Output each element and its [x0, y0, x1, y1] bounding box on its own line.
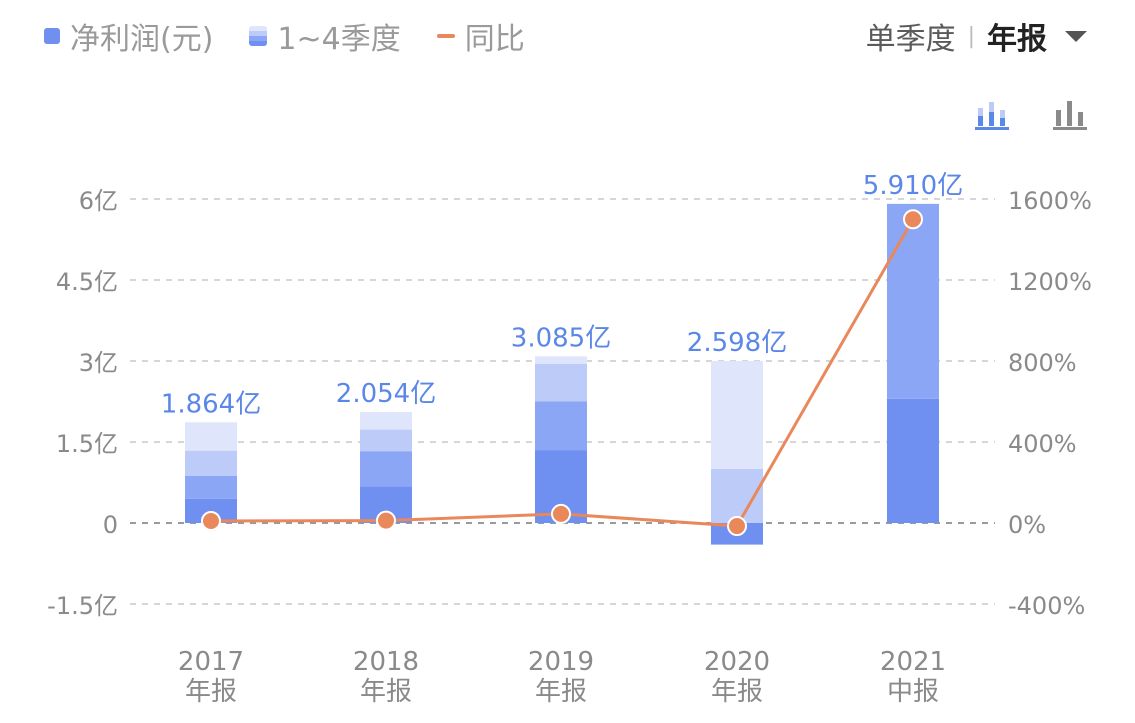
yoy-point [727, 516, 747, 537]
bar-segment-q2 [887, 203, 939, 399]
bar-segment-q4 [711, 361, 763, 469]
left-axis-tick-label: 1.5亿 [56, 430, 118, 458]
right-axis-tick-label: 1600% [1008, 187, 1092, 215]
stacked-bar-view-icon[interactable] [975, 98, 1009, 130]
right-axis-tick-label: 800% [1008, 349, 1077, 377]
yoy-point [551, 503, 571, 524]
left-axis-tick-label: 0 [103, 511, 118, 539]
x-axis-tick-label: 年报 [535, 677, 587, 707]
legend-quarters-label: 1~4季度 [277, 22, 401, 57]
x-axis-tick-label: 2018 [353, 647, 419, 677]
x-axis-tick-label: 2021 [880, 647, 946, 677]
yoy-point [376, 510, 396, 531]
right-axis-tick-label: 1200% [1008, 268, 1092, 296]
bar-segment-q3 [535, 363, 587, 402]
quarterly-option[interactable]: 单季度 [865, 22, 956, 57]
x-axis-tick-label: 2017 [178, 647, 244, 677]
annual-option[interactable]: 年报 [987, 22, 1047, 57]
x-axis-tick-label: 年报 [711, 677, 763, 707]
legend-yoy[interactable]: 同比 [436, 14, 525, 58]
left-axis-tick-label: 4.5亿 [56, 268, 118, 296]
chart-legend: 净利润(元) 1~4季度 同比 [44, 14, 525, 58]
right-axis-tick-label: 0% [1008, 511, 1046, 539]
bar-segment-q4 [185, 422, 237, 451]
bar-segment-q4 [360, 412, 412, 430]
x-axis-tick-label: 2020 [704, 647, 770, 677]
bar-value-label: 2.054亿 [336, 379, 436, 409]
bar-segment-q3 [360, 429, 412, 452]
bar-value-label: 2.598亿 [687, 328, 787, 358]
x-axis-tick-label: 年报 [360, 677, 412, 707]
legend-quarters[interactable]: 1~4季度 [249, 14, 401, 58]
bar-segment-q2 [185, 476, 237, 499]
bar-segment-q4 [535, 356, 587, 364]
yoy-point [201, 510, 221, 531]
yoy-swatch [436, 34, 455, 38]
period-selector: 单季度 | 年报 [866, 14, 1087, 58]
bar-segment-q1 [887, 398, 939, 523]
legend-net-profit[interactable]: 净利润(元) [44, 14, 213, 58]
left-axis-tick-label: 6亿 [79, 187, 118, 215]
legend-net-profit-label: 净利润(元) [70, 22, 214, 57]
x-axis-tick-label: 中报 [887, 677, 939, 707]
net-profit-swatch [44, 28, 60, 44]
left-axis-tick-label: -1.5亿 [47, 592, 118, 620]
left-axis-tick-label: 3亿 [79, 349, 118, 377]
period-separator: | [967, 23, 975, 49]
chevron-down-icon[interactable] [1065, 30, 1087, 42]
legend-yoy-label: 同比 [464, 22, 525, 57]
bar-value-label: 5.910亿 [863, 171, 963, 201]
x-axis-tick-label: 年报 [185, 677, 237, 707]
right-axis-tick-label: 400% [1008, 430, 1077, 458]
x-axis-tick-label: 2019 [528, 647, 594, 677]
bar-value-label: 1.864亿 [161, 389, 261, 419]
right-axis-tick-label: -400% [1008, 592, 1085, 620]
quarters-swatch [249, 26, 268, 46]
bar-segment-q3 [185, 450, 237, 477]
bar-value-label: 3.085亿 [511, 323, 611, 353]
bar-segment-q2 [360, 451, 412, 487]
grouped-bar-view-icon[interactable] [1053, 98, 1087, 130]
bar-segment-q2 [535, 401, 587, 451]
yoy-point [903, 209, 923, 230]
